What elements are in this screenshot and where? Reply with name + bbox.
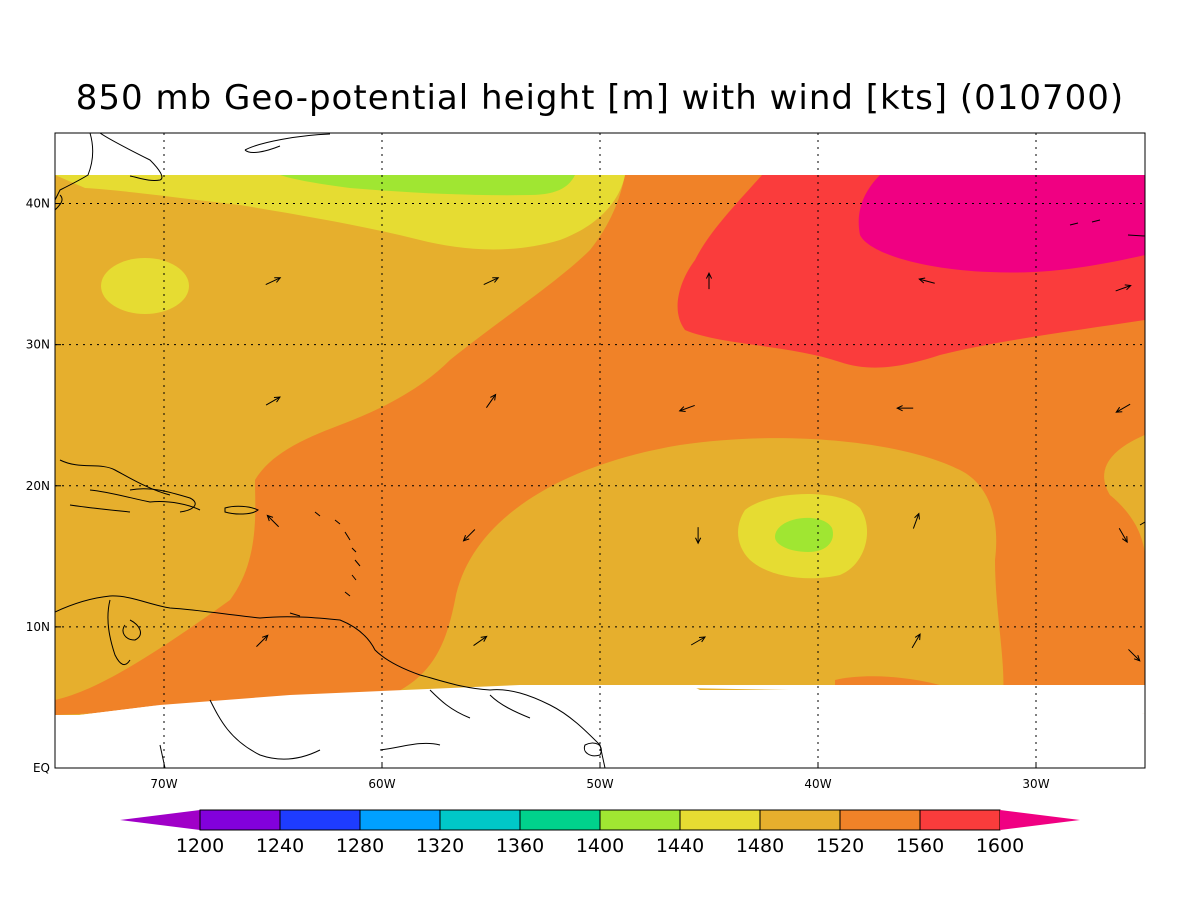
wind-arrow (1128, 649, 1141, 662)
contour-1440-north (280, 175, 575, 196)
graticule (55, 133, 1145, 768)
wind-arrow (705, 272, 713, 290)
colorbar-segment (359, 809, 441, 831)
lat-tick-label: 10N (26, 620, 50, 634)
colorbar-label: 1440 (656, 835, 704, 857)
wind-arrow (483, 277, 500, 286)
colorbar-segment (199, 809, 281, 831)
lat-axis: EQ 10N 20N 30N 40N (26, 197, 61, 775)
wind-arrow (690, 636, 707, 646)
colorbar-label: 1480 (736, 835, 784, 857)
coast-north-america (55, 133, 163, 211)
wind-arrow (678, 404, 695, 413)
lat-tick-label: EQ (33, 761, 50, 775)
coast-islands-east (1069, 219, 1145, 526)
colorbar-segment (599, 809, 681, 831)
lat-tick-label: 30N (26, 338, 50, 352)
height-field (55, 175, 1145, 715)
chart-title: 850 mb Geo-potential height [m] with win… (75, 78, 1125, 118)
lat-tick-label: 40N (26, 197, 50, 211)
wind-arrow (918, 277, 935, 284)
lon-tick-label: 50W (586, 777, 613, 791)
colorbar-segment (279, 809, 361, 831)
colorbar-label: 1520 (816, 835, 864, 857)
colorbar-segment (679, 809, 761, 831)
wind-arrow (486, 393, 497, 408)
lat-tick-label: 20N (26, 479, 50, 493)
coastlines (55, 133, 1145, 768)
contour-1480-west (101, 258, 189, 314)
colorbar-max-arrow (1000, 810, 1080, 830)
wind-arrow (1115, 403, 1131, 413)
wind-vectors (256, 272, 1141, 662)
wind-arrow (912, 512, 920, 529)
wind-arrow (266, 514, 280, 528)
coast-marajo (583, 742, 602, 757)
colorbar-label: 1600 (976, 835, 1024, 857)
lon-axis: 70W 60W 50W 40W 30W (150, 762, 1050, 791)
lon-tick-label: 70W (150, 777, 177, 791)
wind-arrow (265, 396, 281, 406)
wind-arrow (1118, 527, 1128, 544)
coast-hispaniola (129, 488, 196, 513)
colorbar-label: 1320 (416, 835, 464, 857)
colorbar-segment (839, 809, 921, 831)
wind-arrow (256, 634, 269, 648)
lon-tick-label: 30W (1022, 777, 1049, 791)
coast-lesser-antilles (289, 511, 361, 617)
colorbar-label: 1360 (496, 835, 544, 857)
coast-nova-scotia (244, 133, 331, 154)
colorbar-segment (759, 809, 841, 831)
colorbar-label: 1200 (176, 835, 224, 857)
wind-arrow (896, 405, 914, 412)
contour-1520-east (1104, 435, 1145, 520)
wind-arrow (265, 277, 282, 286)
lon-tick-label: 40W (804, 777, 831, 791)
wind-arrow (462, 529, 476, 542)
contour-1640 (858, 175, 1145, 273)
wind-arrow (1115, 284, 1132, 292)
wind-arrow (911, 633, 921, 649)
colorbar-min-arrow (120, 810, 200, 830)
colorbar-label: 1240 (256, 835, 304, 857)
colorbar-label: 1400 (576, 835, 624, 857)
colorbar-label: 1280 (336, 835, 384, 857)
coast-south-america (55, 595, 606, 768)
lon-tick-label: 60W (368, 777, 395, 791)
colorbar: 1200 1240 1280 1320 1360 1400 1440 1480 1520 1560… (120, 809, 1080, 857)
colorbar-segment (919, 809, 1001, 831)
colorbar-label: 1560 (896, 835, 944, 857)
wind-arrow (695, 527, 702, 545)
coast-puerto-rico (224, 505, 259, 515)
colorbar-segment (439, 809, 521, 831)
wind-arrow (473, 635, 488, 646)
colorbar-segment (519, 809, 601, 831)
